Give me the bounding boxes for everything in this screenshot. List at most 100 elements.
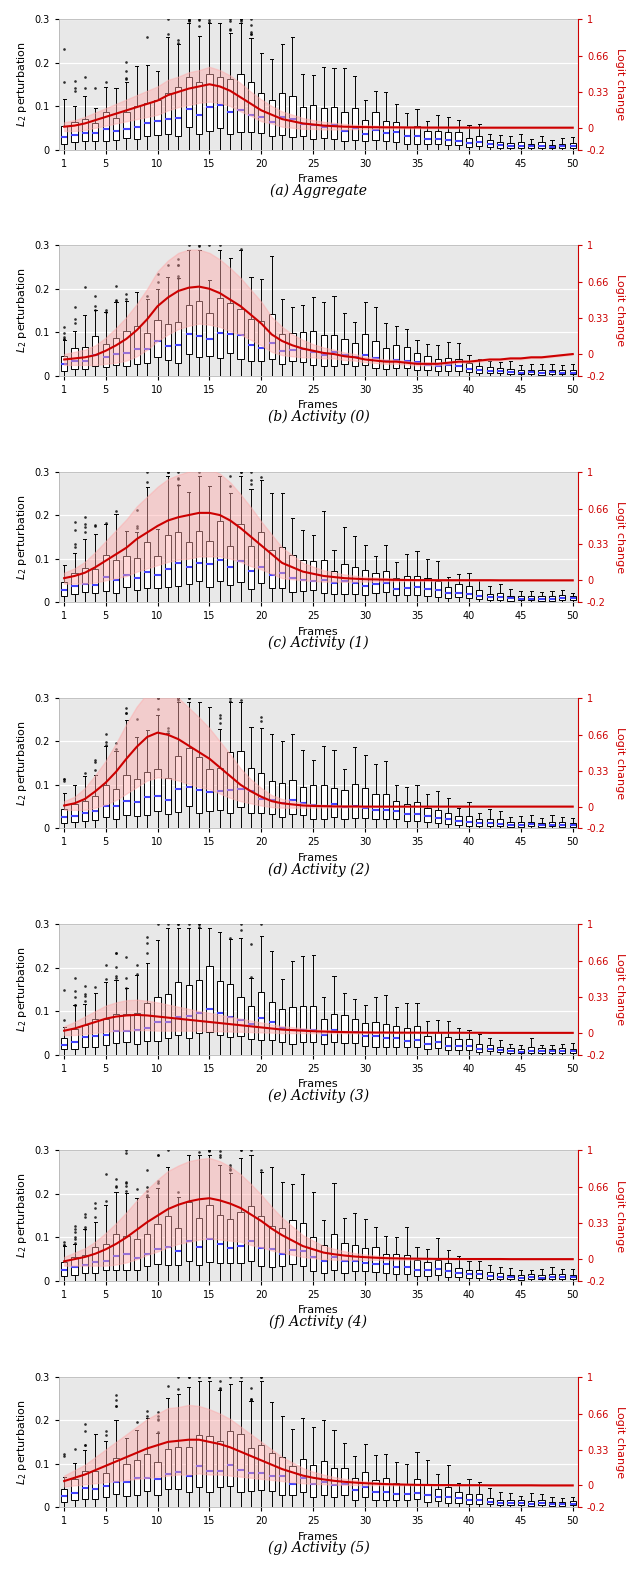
PathPatch shape: [528, 1274, 534, 1279]
PathPatch shape: [497, 594, 503, 600]
X-axis label: Frames: Frames: [298, 175, 339, 184]
PathPatch shape: [154, 769, 161, 811]
PathPatch shape: [570, 370, 576, 375]
PathPatch shape: [404, 803, 410, 821]
PathPatch shape: [538, 1276, 545, 1279]
PathPatch shape: [217, 981, 223, 1035]
Text: (b) Activity (0): (b) Activity (0): [268, 410, 369, 424]
PathPatch shape: [237, 751, 244, 808]
PathPatch shape: [549, 1049, 555, 1054]
PathPatch shape: [186, 77, 192, 128]
PathPatch shape: [310, 1236, 316, 1271]
PathPatch shape: [528, 822, 534, 827]
PathPatch shape: [165, 1449, 171, 1490]
PathPatch shape: [134, 559, 140, 589]
PathPatch shape: [456, 1038, 461, 1051]
PathPatch shape: [72, 1257, 77, 1274]
PathPatch shape: [82, 1025, 88, 1047]
PathPatch shape: [404, 1028, 410, 1047]
PathPatch shape: [279, 1010, 285, 1043]
PathPatch shape: [102, 343, 109, 367]
PathPatch shape: [456, 1492, 461, 1503]
PathPatch shape: [102, 1473, 109, 1496]
PathPatch shape: [154, 1462, 161, 1495]
PathPatch shape: [248, 1447, 254, 1492]
PathPatch shape: [321, 1462, 327, 1495]
PathPatch shape: [508, 369, 513, 373]
PathPatch shape: [549, 370, 555, 375]
PathPatch shape: [61, 581, 67, 595]
PathPatch shape: [518, 822, 524, 827]
PathPatch shape: [279, 1457, 285, 1495]
PathPatch shape: [134, 1013, 140, 1044]
PathPatch shape: [559, 1047, 566, 1054]
PathPatch shape: [259, 321, 264, 361]
PathPatch shape: [237, 74, 244, 132]
PathPatch shape: [144, 104, 150, 135]
PathPatch shape: [476, 1044, 483, 1052]
PathPatch shape: [476, 1495, 483, 1504]
PathPatch shape: [321, 1019, 327, 1044]
PathPatch shape: [424, 1036, 431, 1049]
PathPatch shape: [259, 992, 264, 1040]
PathPatch shape: [259, 532, 264, 583]
PathPatch shape: [559, 1274, 566, 1279]
Y-axis label: Logit change: Logit change: [615, 1406, 625, 1477]
PathPatch shape: [289, 332, 296, 361]
PathPatch shape: [217, 1216, 223, 1263]
PathPatch shape: [206, 1436, 212, 1492]
PathPatch shape: [82, 120, 88, 142]
PathPatch shape: [331, 1468, 337, 1496]
PathPatch shape: [466, 1038, 472, 1051]
PathPatch shape: [269, 1002, 275, 1040]
PathPatch shape: [518, 1049, 524, 1054]
PathPatch shape: [165, 994, 171, 1038]
PathPatch shape: [289, 1006, 296, 1044]
PathPatch shape: [321, 784, 327, 819]
PathPatch shape: [310, 106, 316, 140]
PathPatch shape: [372, 1247, 379, 1273]
X-axis label: Frames: Frames: [298, 1306, 339, 1315]
PathPatch shape: [362, 1024, 368, 1046]
PathPatch shape: [341, 1243, 348, 1273]
PathPatch shape: [528, 1501, 534, 1506]
PathPatch shape: [154, 556, 161, 587]
PathPatch shape: [508, 1501, 513, 1506]
PathPatch shape: [424, 578, 431, 595]
PathPatch shape: [196, 980, 202, 1033]
PathPatch shape: [248, 320, 254, 361]
PathPatch shape: [124, 1014, 129, 1043]
PathPatch shape: [186, 1202, 192, 1260]
PathPatch shape: [154, 320, 161, 358]
PathPatch shape: [144, 1454, 150, 1492]
PathPatch shape: [237, 1211, 244, 1263]
PathPatch shape: [124, 331, 129, 367]
PathPatch shape: [486, 594, 493, 600]
PathPatch shape: [61, 356, 67, 372]
PathPatch shape: [445, 1487, 451, 1503]
PathPatch shape: [538, 1499, 545, 1506]
PathPatch shape: [435, 810, 441, 824]
PathPatch shape: [393, 1482, 399, 1499]
PathPatch shape: [102, 784, 109, 816]
X-axis label: Frames: Frames: [298, 1079, 339, 1090]
PathPatch shape: [456, 132, 461, 145]
PathPatch shape: [321, 1244, 327, 1273]
X-axis label: Frames: Frames: [298, 627, 339, 636]
PathPatch shape: [289, 1466, 296, 1495]
PathPatch shape: [248, 769, 254, 813]
PathPatch shape: [486, 819, 493, 825]
PathPatch shape: [331, 335, 337, 365]
PathPatch shape: [393, 121, 399, 142]
PathPatch shape: [165, 1216, 171, 1265]
PathPatch shape: [61, 1488, 67, 1503]
PathPatch shape: [497, 142, 503, 148]
PathPatch shape: [362, 120, 368, 142]
PathPatch shape: [259, 1216, 264, 1266]
PathPatch shape: [269, 781, 275, 814]
PathPatch shape: [559, 822, 566, 827]
PathPatch shape: [165, 324, 171, 361]
PathPatch shape: [486, 140, 493, 146]
PathPatch shape: [134, 780, 140, 816]
PathPatch shape: [570, 824, 576, 827]
